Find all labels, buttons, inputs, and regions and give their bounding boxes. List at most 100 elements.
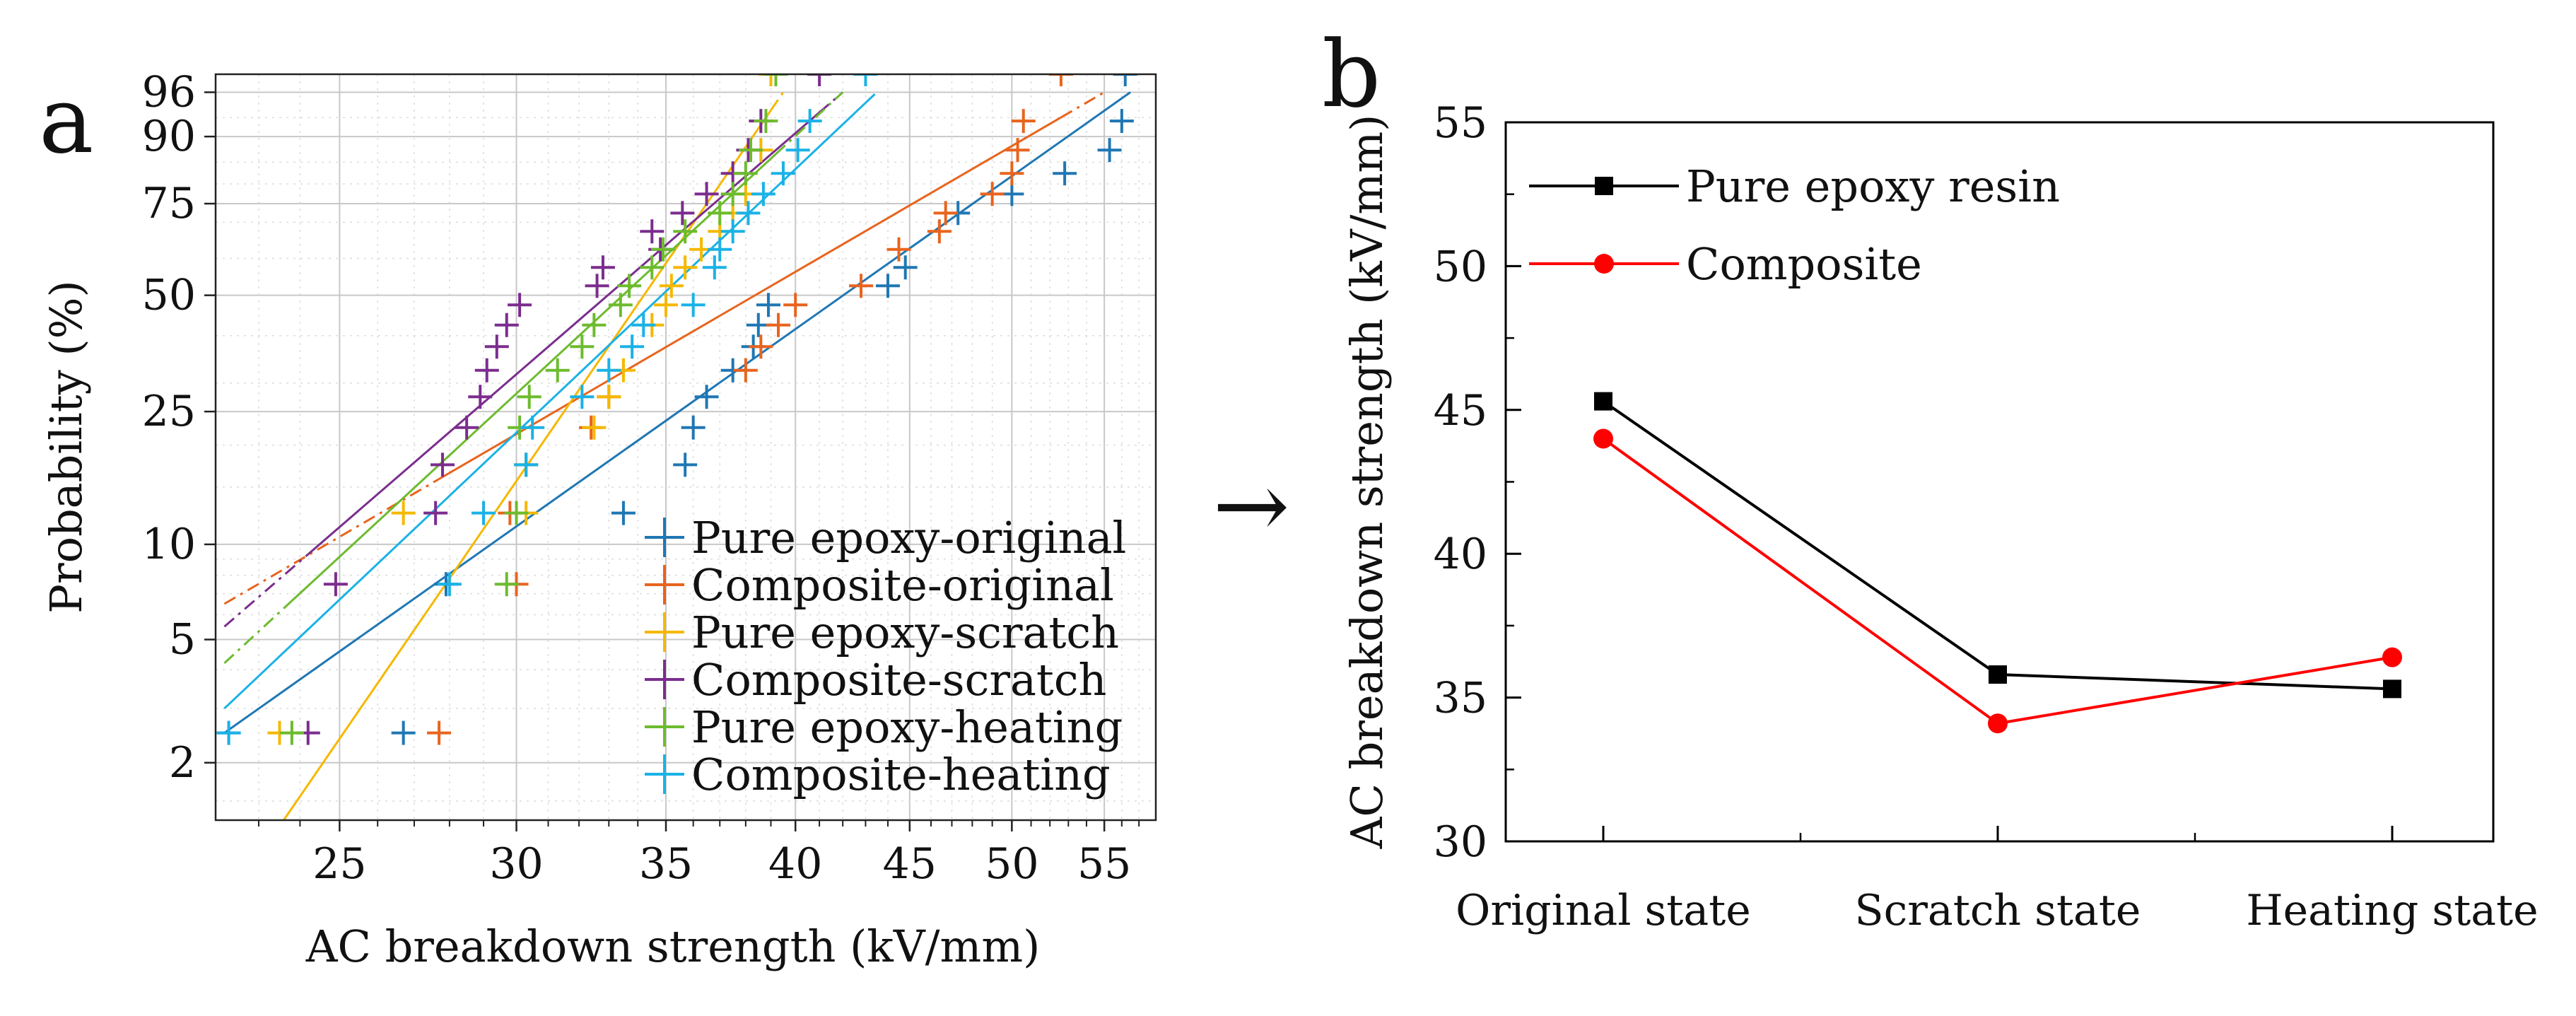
legend-entry-4: Pure epoxy-heating — [691, 701, 1123, 753]
data-point-s5-p12 — [720, 219, 745, 244]
x-tick-label: 25 — [312, 839, 366, 889]
data-point-s5-p9 — [681, 293, 706, 317]
data-point-s1-p12 — [927, 219, 952, 244]
panel-b-ticks: 30 35 40 45 50 55 Original state Scratch state H… — [1434, 98, 2539, 935]
data-point-s1-p8 — [766, 313, 790, 337]
data-point-s1-p18 — [1048, 74, 1073, 86]
fit-line-4 — [291, 153, 777, 602]
data-point-s0-p1 — [391, 720, 416, 745]
legend-entry-5: Composite-heating — [691, 749, 1111, 800]
fit-extrapolation-1 — [223, 478, 440, 605]
marker-s0-p0 — [1594, 392, 1612, 411]
data-point-s1-p13 — [933, 201, 958, 226]
b-y-tick-label: 55 — [1434, 98, 1487, 148]
b-y-tick-label: 45 — [1434, 386, 1487, 436]
data-point-s3-p2 — [423, 501, 448, 525]
data-point-s3-p3 — [431, 452, 455, 477]
legend-marker-1 — [1594, 254, 1614, 274]
data-point-s4-p6 — [545, 358, 570, 383]
legend-entry-1: Composite-original — [691, 559, 1114, 611]
b-y-tick-label: 30 — [1434, 817, 1487, 867]
data-point-s1-p16 — [1005, 138, 1030, 163]
data-point-s2-p4 — [597, 385, 621, 409]
data-point-s5-p18 — [853, 74, 878, 86]
data-point-s5-p5 — [570, 385, 595, 409]
legend-entry-0: Pure epoxy-original — [691, 512, 1126, 564]
data-point-s0-p16 — [1097, 138, 1122, 163]
legend-entry-2: Pure epoxy-scratch — [691, 607, 1119, 658]
data-point-s4-p14 — [708, 201, 732, 226]
marker-s1-p1 — [1988, 713, 2008, 734]
panel-b-label: b — [1322, 21, 1381, 128]
y-tick-label: 10 — [142, 520, 196, 569]
data-point-s0-p5 — [681, 415, 706, 440]
fit-extrapolation-0 — [1124, 91, 1131, 97]
data-point-s1-p11 — [886, 237, 911, 262]
data-point-s4-p13 — [673, 219, 698, 244]
data-point-s5-p1 — [437, 572, 462, 597]
data-point-s3-p10 — [585, 274, 609, 298]
fit-extrapolation-2 — [770, 91, 785, 111]
data-point-s3-p19 — [807, 74, 832, 86]
data-point-s5-p0 — [216, 720, 241, 745]
data-point-s3-p11 — [590, 255, 615, 280]
fit-extrapolation-5 — [865, 91, 878, 104]
data-point-s3-p9 — [508, 293, 532, 317]
data-point-s5-p4 — [520, 415, 545, 440]
b-y-tick-label: 50 — [1434, 242, 1487, 291]
data-point-s0-p3 — [611, 501, 636, 525]
data-point-s2-p3 — [582, 415, 607, 440]
x-tick-label: 50 — [985, 839, 1038, 889]
data-point-s1-p15 — [1000, 161, 1024, 186]
panel-b-line-chart: b 30 35 40 45 50 55 Original state Scratch stat… — [1322, 21, 2539, 935]
data-point-s4-p9 — [608, 293, 633, 317]
data-point-s2-p8 — [659, 274, 684, 298]
data-point-s3-p14 — [670, 201, 695, 226]
data-point-s5-p10 — [702, 255, 727, 280]
panel-b-legend: Pure epoxy resin Composite — [1529, 160, 2060, 290]
panel-a-label: a — [39, 66, 94, 174]
data-point-s4-p10 — [617, 274, 642, 298]
marker-s0-p2 — [2383, 679, 2401, 699]
data-point-s3-p15 — [694, 182, 719, 206]
panel-a-x-axis-title: AC breakdown strength (kV/mm) — [305, 921, 1041, 972]
panel-b-y-axis-title: AC breakdown strength (kV/mm) — [1341, 115, 1393, 850]
data-point-s4-p7 — [570, 334, 595, 359]
arrow-between-panels: → — [1213, 452, 1290, 559]
data-point-s2-p7 — [654, 293, 679, 317]
fit-line-5 — [228, 102, 867, 706]
fit-extrapolation-3 — [223, 553, 309, 628]
data-point-s4-p1 — [494, 572, 519, 597]
data-point-s5-p13 — [736, 201, 761, 226]
legend-entry-1: Composite — [1686, 238, 1922, 290]
b-x-tick-label: Scratch state — [1855, 886, 2141, 935]
data-point-s3-p5 — [468, 385, 493, 409]
data-point-s4-p0 — [279, 720, 304, 745]
data-point-s5-p2 — [472, 501, 496, 525]
b-x-tick-label: Original state — [1456, 886, 1751, 935]
data-point-s0-p11 — [875, 274, 900, 298]
data-point-s2-p1 — [391, 501, 416, 525]
data-point-s4-p5 — [517, 385, 541, 409]
x-tick-label: 35 — [639, 839, 693, 889]
y-tick-label: 5 — [169, 615, 196, 665]
data-point-s4-p17 — [739, 138, 763, 163]
x-tick-label: 55 — [1077, 839, 1131, 889]
data-point-s3-p7 — [484, 334, 509, 359]
marker-s0-p1 — [1989, 665, 2007, 684]
panel-a-plot-frame — [214, 73, 1157, 822]
fit-line-0 — [228, 95, 1126, 731]
data-point-s3-p6 — [474, 358, 499, 383]
data-point-s5-p7 — [620, 334, 645, 359]
b-x-tick-label: Heating state — [2246, 886, 2538, 935]
x-tick-label: 30 — [489, 839, 543, 889]
b-y-tick-label: 35 — [1434, 674, 1487, 723]
y-tick-label: 90 — [142, 112, 196, 161]
legend-entry-3: Composite-scratch — [691, 654, 1107, 706]
data-point-s5-p17 — [797, 109, 822, 134]
x-tick-label: 45 — [883, 839, 937, 889]
y-tick-label: 25 — [142, 387, 196, 436]
y-tick-label: 96 — [142, 67, 196, 117]
